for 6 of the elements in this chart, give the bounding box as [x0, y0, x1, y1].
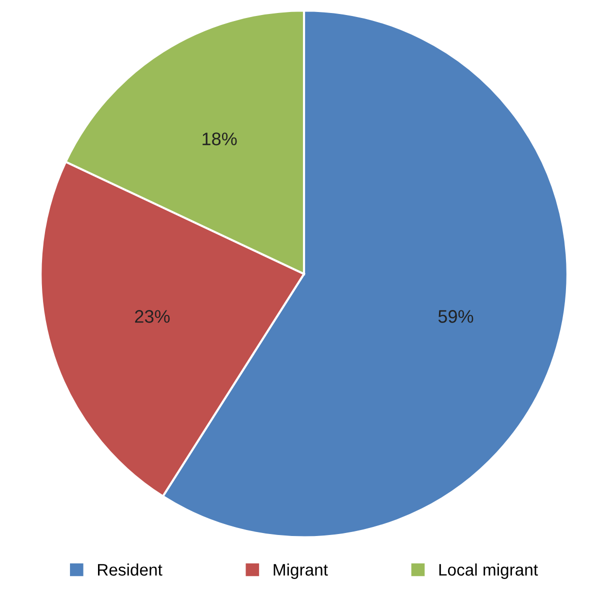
- data-label: 59%: [438, 310, 474, 323]
- legend-label: Resident: [98, 563, 162, 576]
- legend-label: Local migrant: [439, 563, 538, 579]
- legend-label: Migrant: [274, 563, 328, 579]
- data-label: 23%: [135, 310, 170, 323]
- data-label: 18%: [202, 132, 237, 146]
